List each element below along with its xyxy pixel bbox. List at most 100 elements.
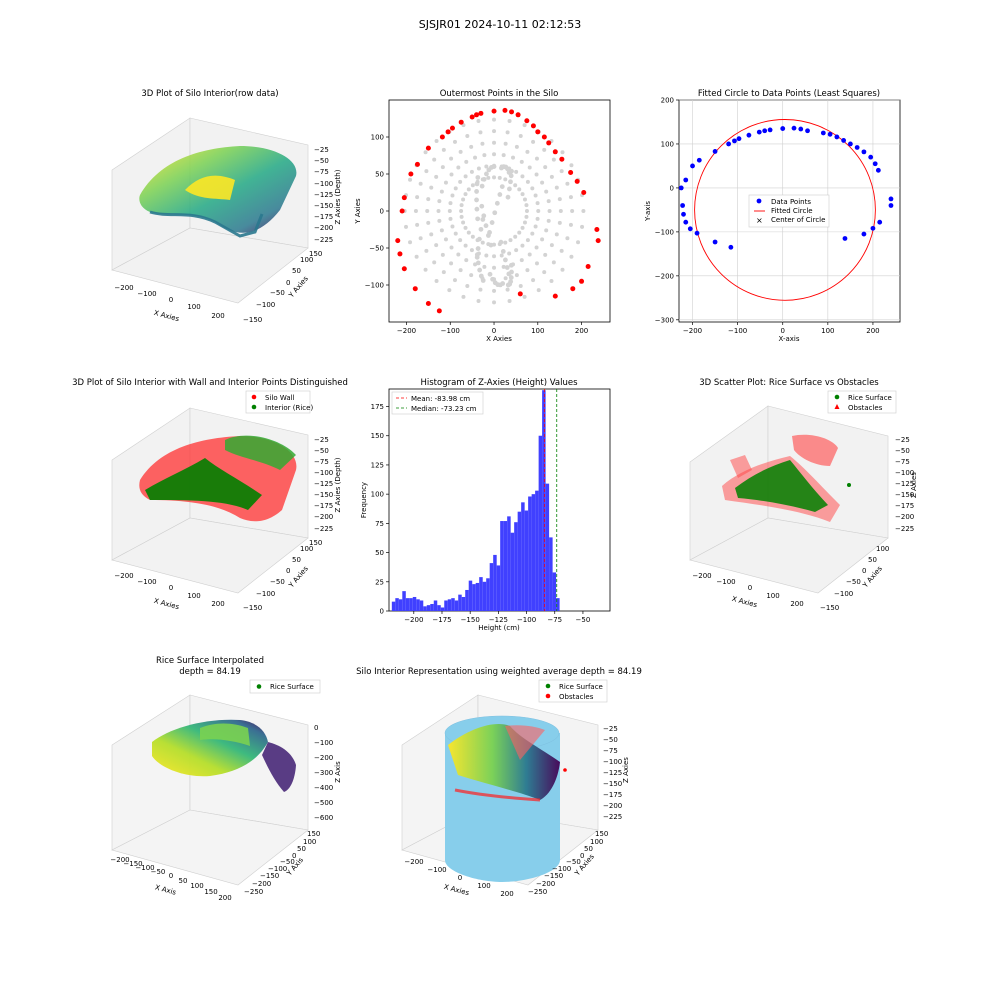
y-tick-label: 200 — [661, 97, 674, 105]
z-axis-label: Z Axies (Depth) — [334, 457, 342, 512]
silo-point — [518, 284, 523, 289]
legend-label: Median: -73.23 cm — [411, 405, 477, 413]
y-tick: −200 — [536, 880, 555, 888]
silo-point — [415, 195, 420, 200]
histogram-bar — [545, 483, 550, 611]
outermost-point — [408, 171, 414, 177]
x-tick: 50 — [179, 877, 188, 885]
silo-point — [568, 195, 573, 200]
silo-point — [463, 225, 468, 230]
z-tick: −75 — [895, 458, 910, 466]
x-tick: 200 — [211, 312, 224, 320]
silo-point — [426, 220, 431, 225]
data-point — [690, 163, 695, 169]
x-tick: 200 — [218, 894, 231, 902]
silo-point — [458, 149, 463, 154]
silo-point — [568, 222, 573, 227]
panel-outermost-frame — [388, 99, 611, 323]
histogram-bar — [489, 563, 494, 611]
silo-point — [476, 299, 481, 304]
x-tick-label: −100 — [441, 327, 460, 335]
z-tick: −150 — [603, 780, 622, 788]
y-tick: −50 — [280, 858, 295, 866]
x-tick: 200 — [790, 600, 803, 608]
panel-3d-wall-interior-points — [139, 435, 297, 522]
silo-point — [449, 245, 454, 250]
figure-suptitle: SJSJR01 2024-10-11 02:12:53 — [419, 18, 581, 31]
histogram-bar — [426, 605, 431, 611]
data-point — [888, 196, 894, 202]
outermost-point — [474, 112, 480, 118]
histogram-bar — [433, 600, 438, 611]
silo-point — [508, 275, 514, 280]
silo-point — [474, 189, 479, 194]
x-axis-label: Height (cm) — [478, 624, 520, 632]
silo-point — [478, 273, 484, 279]
panel-histogram: Histogram of Z-Axies (Height) Values −20… — [360, 378, 611, 632]
silo-point — [514, 144, 519, 149]
silo-point — [449, 261, 454, 266]
x-axis-label: X Axies — [486, 335, 512, 343]
silo-point — [465, 284, 470, 289]
y-tick: −100 — [268, 865, 287, 873]
silo-point — [492, 117, 497, 122]
silo-point — [475, 246, 481, 251]
histogram-bar — [475, 582, 480, 611]
silo-point — [507, 118, 512, 123]
silo-point — [569, 254, 574, 259]
legend-label: Interior (Rice) — [265, 404, 313, 412]
silo-point — [461, 294, 466, 299]
silo-point — [560, 150, 565, 155]
y-tick: 0 — [292, 852, 296, 860]
silo-point — [514, 273, 519, 278]
panel-outermost-ticks: −200 −100 0 100 200 −100 −50 0 50 100 — [365, 134, 588, 336]
panel-silo-representation-legend: Rice Surface Obstacles — [538, 679, 608, 703]
silo-point — [474, 252, 480, 258]
panel-3d-wall-interior: 3D Plot of Silo Interior with Wall and I… — [72, 378, 348, 612]
legend-marker-x: × — [756, 216, 763, 225]
y-ticks: 150 100 50 0 −50 −100 −150 — [243, 539, 322, 612]
outermost-point — [502, 107, 508, 113]
x-tick: 100 — [190, 882, 203, 890]
x-tick: −200 — [114, 284, 133, 292]
outermost-point — [509, 109, 515, 115]
x-tick: 150 — [204, 888, 217, 896]
silo-point — [520, 174, 525, 179]
histogram-bar — [535, 490, 539, 611]
silo-point — [452, 278, 457, 283]
histogram-bars — [391, 390, 560, 611]
histogram-bar — [479, 577, 483, 611]
silo-point — [531, 139, 536, 144]
x-tick-label: 100 — [531, 327, 544, 335]
outermost-point — [436, 308, 442, 314]
z-tick: −175 — [603, 791, 622, 799]
silo-point — [434, 243, 439, 248]
silo-point — [534, 245, 539, 250]
silo-point — [504, 265, 510, 270]
silo-point — [503, 257, 508, 263]
silo-point — [486, 175, 491, 180]
y-tick: 50 — [868, 556, 877, 564]
histogram-bar — [409, 598, 413, 611]
silo-point — [492, 280, 498, 286]
silo-point — [505, 194, 511, 200]
histogram-bar — [486, 578, 490, 611]
z-tick: −100 — [314, 180, 333, 188]
silo-point — [465, 133, 470, 138]
histogram-bar — [538, 435, 543, 611]
x-tick-label: −175 — [432, 616, 451, 624]
histogram-bar — [398, 599, 403, 611]
y-tick-label: 50 — [375, 171, 384, 179]
silo-point — [492, 288, 497, 293]
histogram-bar — [542, 390, 546, 611]
outermost-point — [458, 119, 464, 125]
fitted-circle — [694, 119, 876, 301]
panel-rice-surface-interpolated: Rice Surface Interpolated depth = 84.19 … — [110, 656, 342, 902]
y-tick-label: 100 — [371, 491, 384, 499]
z-tick: −100 — [314, 469, 333, 477]
data-point — [681, 211, 686, 217]
histogram-bar — [454, 600, 459, 611]
silo-point — [488, 242, 494, 248]
silo-point — [443, 237, 448, 242]
panel-rice-surface-title-line2: depth = 84.19 — [179, 667, 241, 677]
